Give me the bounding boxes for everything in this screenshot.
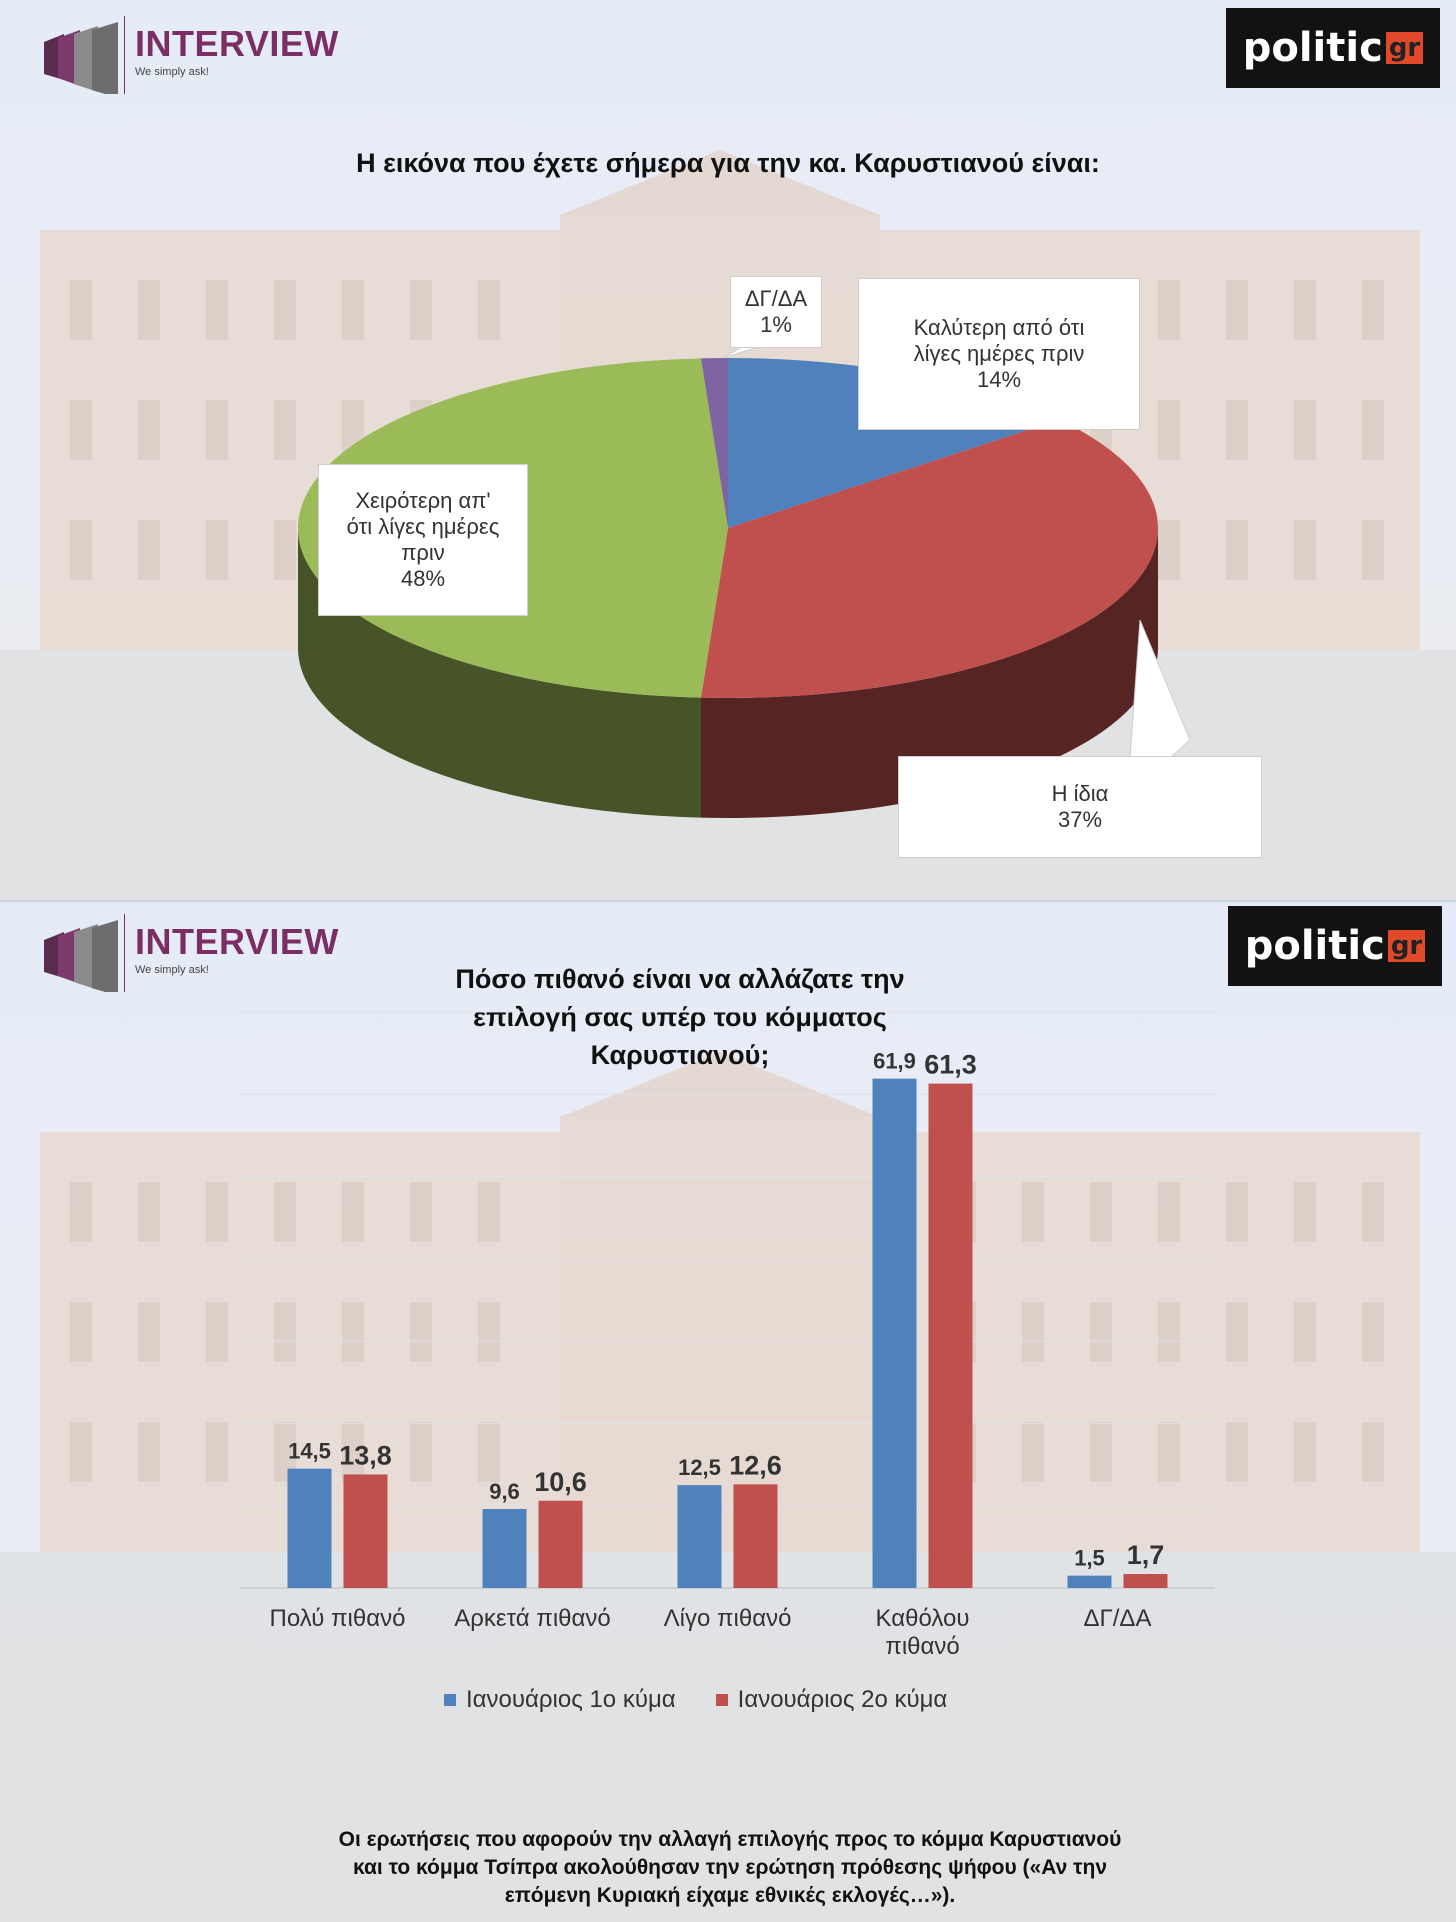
category-label: Πολύ πιθανό	[269, 1605, 406, 1632]
bar-value-label: 1,5	[1074, 1546, 1105, 1571]
bar-value-label: 12,6	[729, 1450, 782, 1480]
interview-logo-text: INTERVIEW	[135, 921, 339, 962]
bar-chart-panel: INTERVIEW We simply ask! politic gr Πόσο …	[0, 900, 1456, 1922]
category-label: Λίγο πιθανό	[663, 1605, 792, 1632]
pie-side-worse	[298, 528, 702, 818]
pie-label-worse-line1: Χειρότερη απ'	[355, 488, 491, 513]
bar-chart-title-line1: Πόσο πιθανό είναι να αλλάζατε την	[455, 964, 905, 994]
legend-swatch-blue	[444, 1694, 456, 1706]
pie-chart-panel: INTERVIEW We simply ask! politic gr Η εικ…	[0, 0, 1456, 900]
bar-s1-c2	[482, 1509, 527, 1588]
interview-logo-text: INTERVIEW	[135, 23, 339, 64]
bar-s1-c1	[287, 1468, 332, 1588]
category-label: Αρκετά πιθανό	[454, 1605, 611, 1632]
politic-gr-logo: politic gr	[1228, 906, 1442, 986]
bar-s1-c5	[1067, 1575, 1112, 1588]
category-label: ΔΓ/ΔΑ	[1083, 1605, 1152, 1632]
pie-side-same	[701, 528, 1158, 818]
bar-value-label: 9,6	[489, 1479, 520, 1504]
bar-value-label: 14,5	[288, 1439, 331, 1464]
interview-logo: INTERVIEW We simply ask!	[40, 16, 339, 94]
pie-label-better-pct: 14%	[976, 367, 1022, 392]
interview-logo-tagline: We simply ask!	[135, 66, 209, 78]
bar-s1-c3	[677, 1485, 722, 1588]
bar-value-label: 61,3	[924, 1050, 977, 1080]
legend-swatch-red	[715, 1694, 728, 1706]
bar-value-label: 10,6	[534, 1467, 587, 1497]
pie-label-better-line2: λίγες ημέρες πριν	[913, 341, 1085, 366]
pie-label-worse: Χειρότερη απ' ότι λίγες ημέρες πριν 48%	[318, 464, 528, 616]
pie-label-worse-line3: πριν	[401, 540, 445, 565]
pie-label-worse-line2: ότι λίγες ημέρες	[346, 514, 500, 539]
politic-logo-suffix: gr	[1387, 930, 1426, 962]
legend-label-series1: Ιανουάριος 1ο κύμα	[466, 1686, 676, 1713]
politic-logo-suffix: gr	[1385, 32, 1424, 64]
footnote-line2: και το κόμμα Τσίπρα ακολούθησαν την ερώτ…	[352, 1856, 1108, 1879]
bar-value-label: 61,9	[873, 1049, 916, 1074]
pie-label-same-name: Η ίδια	[1051, 781, 1109, 806]
bar-chart-title-line3: Καρυστιανού;	[590, 1040, 770, 1070]
bar-value-label: 12,5	[678, 1455, 721, 1480]
legend-item-series1: Ιανουάριος 1ο κύμα	[444, 1686, 676, 1714]
pie-label-same-pct: 37%	[1057, 807, 1103, 832]
legend-item-series2: Ιανουάριος 2ο κύμα	[715, 1686, 948, 1714]
pie-slice-same	[701, 419, 1158, 698]
bar-chart-title: Πόσο πιθανό είναι να αλλάζατε την επιλογ…	[400, 960, 960, 1074]
interview-logo-icon	[44, 16, 125, 94]
politic-gr-logo: politic gr	[1226, 8, 1440, 88]
politic-logo-word: politic	[1244, 923, 1385, 969]
bar-s2-c1	[343, 1474, 388, 1588]
pie-slice-dgda	[701, 358, 728, 528]
pie-label-better: Καλύτερη από ότι λίγες ημέρες πριν 14%	[858, 278, 1140, 430]
pie-label-worse-pct: 48%	[400, 566, 446, 591]
pie-leader-same	[1129, 619, 1191, 759]
pie-label-dgda-pct: 1%	[760, 312, 792, 337]
legend-label-series2: Ιανουάριος 2ο κύμα	[737, 1686, 948, 1713]
bar-value-label: 1,7	[1127, 1540, 1165, 1570]
bar-s1-c4	[872, 1078, 917, 1588]
interview-logo-tagline: We simply ask!	[135, 964, 209, 976]
pie-label-better-line1: Καλύτερη από ότι	[913, 315, 1085, 340]
politic-logo-word: politic	[1242, 25, 1383, 71]
footnote: Οι ερωτήσεις που αφορούν την αλλαγή επιλ…	[160, 1826, 1300, 1910]
bar-s2-c5	[1123, 1574, 1168, 1588]
pie-label-dgda-name: ΔΓ/ΔΑ	[744, 286, 808, 311]
pie-label-same: Η ίδια 37%	[898, 756, 1262, 858]
bar-chart: 14,5 13,8 9,6 10,6 12,5 12,6 61,9 61,3 1,5 1,7	[240, 1011, 1215, 1589]
pie-chart-title: Η εικόνα που έχετε σήμερα για την κα. Κα…	[356, 148, 1100, 178]
bar-chart-legend: Ιανουάριος 1ο κύμα Ιανουάριος 2ο κύμα	[444, 1686, 947, 1714]
bar-s2-c2	[538, 1500, 583, 1588]
pie-label-dgda: ΔΓ/ΔΑ 1%	[730, 276, 822, 348]
bar-chart-title-line2: επιλογή σας υπέρ του κόμματος	[473, 1002, 887, 1032]
interview-logo: INTERVIEW We simply ask!	[40, 914, 339, 992]
footnote-line1: Οι ερωτήσεις που αφορούν την αλλαγή επιλ…	[338, 1828, 1122, 1851]
bar-s2-c3	[733, 1484, 778, 1588]
bar-s2-c4	[928, 1083, 973, 1588]
footnote-line3: επόμενη Κυριακή είχαμε εθνικές εκλογές…»…	[504, 1884, 956, 1907]
category-label: Καθόλου πιθανό	[875, 1605, 970, 1660]
interview-logo-icon	[44, 914, 125, 992]
bar-value-label: 13,8	[339, 1440, 392, 1470]
